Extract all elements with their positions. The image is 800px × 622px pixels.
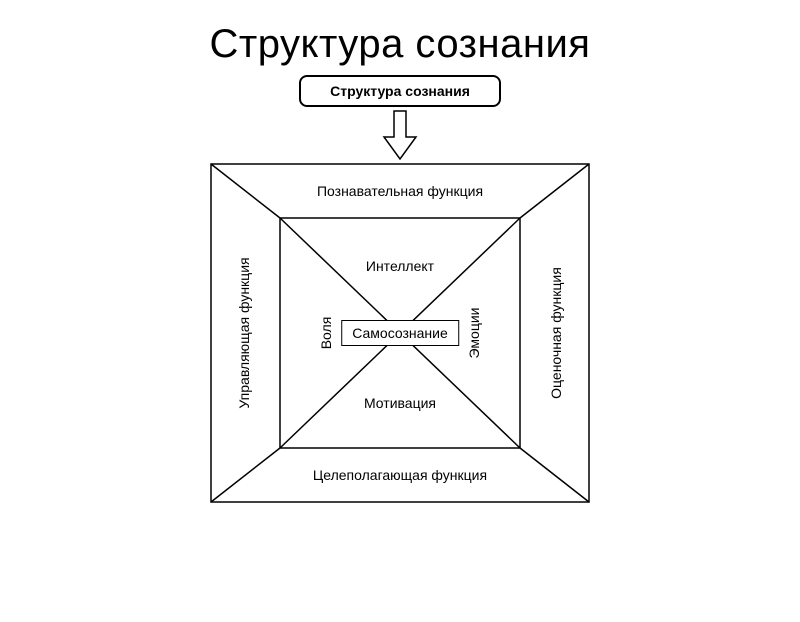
inner-label-right: Эмоции — [466, 308, 482, 359]
inner-label-bottom: Мотивация — [280, 395, 520, 411]
inner-label-top: Интеллект — [280, 258, 520, 274]
arrow-down — [0, 107, 800, 163]
top-concept-box: Структура сознания — [299, 75, 501, 107]
page-title: Структура сознания — [0, 22, 800, 67]
outer-label-bottom: Целеполагающая функция — [210, 467, 590, 483]
inner-label-left: Воля — [318, 317, 334, 350]
center-concept-box: Самосознание — [341, 320, 459, 346]
outer-label-right: Оценочная функция — [548, 267, 564, 399]
outer-label-left: Управляющая функция — [236, 257, 252, 408]
outer-label-top: Познавательная функция — [210, 183, 590, 199]
structure-diagram: Познавательная функция Целеполагающая фу… — [210, 163, 590, 503]
